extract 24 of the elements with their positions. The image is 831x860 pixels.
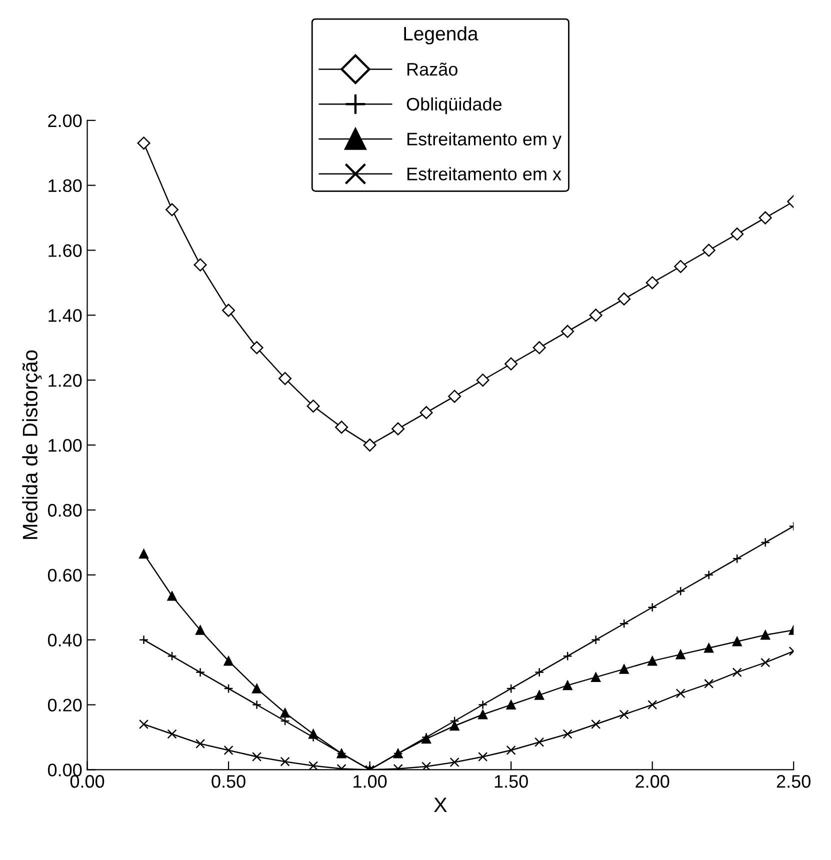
y-tick-label: 1.40 xyxy=(48,309,82,322)
y-axis-title: Medida de Distorção xyxy=(22,350,42,539)
y-tick-label: 1.60 xyxy=(48,244,82,257)
x-tick-label: 1.00 xyxy=(354,775,387,788)
y-tick-label: 0.00 xyxy=(48,764,82,776)
legend-label: Obliqüidade xyxy=(406,97,502,114)
y-tick-label: 1.80 xyxy=(48,179,82,192)
y-tick-label: 1.20 xyxy=(48,374,82,387)
legend-title: Legenda xyxy=(404,26,478,44)
legend-label: Estreitamento em y xyxy=(407,132,562,150)
x-axis-title: X xyxy=(434,798,447,812)
x-tick-label: 1.50 xyxy=(494,775,528,788)
x-tick-label: 2.00 xyxy=(636,775,670,788)
y-tick-label: 0.20 xyxy=(48,698,82,712)
x-tick-label: 2.50 xyxy=(776,775,810,788)
y-tick-label: 0.60 xyxy=(48,568,82,582)
legend-label: Estreitamento em x xyxy=(407,167,562,180)
y-tick-label: 2.00 xyxy=(48,114,82,128)
x-tick-label: 0.00 xyxy=(70,775,104,788)
y-tick-label: 0.80 xyxy=(48,504,82,517)
x-tick-label: 0.50 xyxy=(212,775,246,788)
y-tick-label: 0.40 xyxy=(48,634,82,647)
y-tick-label: 1.00 xyxy=(48,438,82,452)
legend-label: Razão xyxy=(407,62,458,76)
